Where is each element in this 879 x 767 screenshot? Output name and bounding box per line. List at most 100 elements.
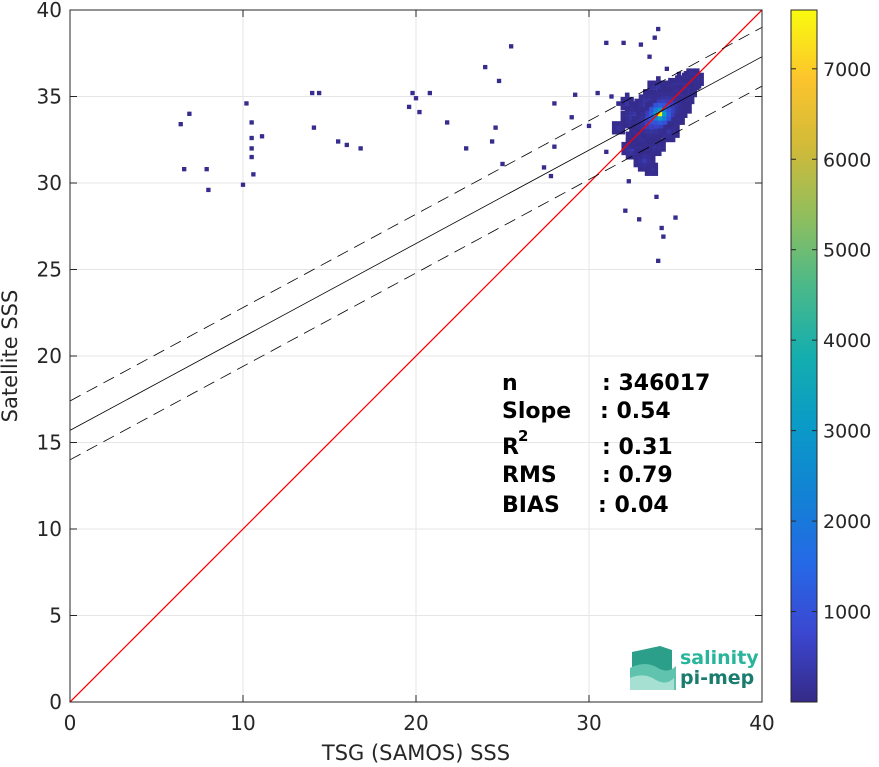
density-cell xyxy=(650,154,656,159)
density-cell xyxy=(656,80,661,86)
density-cell xyxy=(646,162,652,168)
density-cell xyxy=(645,119,651,125)
density-cell xyxy=(669,117,674,123)
density-cell xyxy=(611,121,617,126)
density-cell xyxy=(620,105,626,111)
density-cell xyxy=(677,113,683,118)
density-cell xyxy=(631,120,637,125)
density-cell xyxy=(681,77,686,83)
density-cell xyxy=(689,82,695,87)
stat-bias-key: BIAS xyxy=(502,493,560,518)
density-cell xyxy=(652,141,658,147)
density-cell xyxy=(616,101,621,106)
scatter-cell xyxy=(249,135,254,141)
density-cell xyxy=(635,133,640,138)
density-cell xyxy=(629,115,634,120)
density-cell xyxy=(678,93,684,99)
colorbar-tick-label: 5000 xyxy=(823,240,871,262)
density-cell xyxy=(647,144,653,150)
density-cell xyxy=(673,104,678,110)
scatter-cell xyxy=(595,90,600,96)
density-cell xyxy=(638,94,644,99)
density-cell xyxy=(624,115,630,120)
regression-upper-bound xyxy=(70,26,762,402)
density-cell xyxy=(669,108,675,113)
density-cell xyxy=(643,141,649,147)
colorbar xyxy=(791,10,817,702)
density-cell xyxy=(637,166,643,172)
density-cell xyxy=(644,133,650,138)
y-tick-label: 35 xyxy=(37,85,62,109)
density-cell xyxy=(699,81,704,86)
density-cell xyxy=(616,121,621,126)
scatter-cell xyxy=(638,42,644,47)
density-cell xyxy=(653,171,659,176)
density-cell xyxy=(652,151,658,157)
density-cell xyxy=(649,107,654,112)
density-cell xyxy=(629,106,634,112)
y-tick-label: 5 xyxy=(49,604,62,628)
density-cell xyxy=(687,109,692,114)
scatter-cell xyxy=(609,94,614,99)
density-cell xyxy=(653,107,659,112)
density-cell xyxy=(692,79,697,85)
y-axis-label: Satellite SSS xyxy=(0,290,22,423)
scatter-cell xyxy=(251,172,256,177)
density-cell xyxy=(666,111,672,117)
density-cell xyxy=(682,93,688,99)
density-cell xyxy=(653,166,659,172)
fit-lines xyxy=(70,10,762,702)
density-cell xyxy=(680,115,685,121)
density-cell xyxy=(620,125,626,131)
density-cell xyxy=(661,138,666,144)
density-cell xyxy=(682,97,688,103)
density-cell xyxy=(662,128,667,134)
density-cell xyxy=(635,141,640,147)
density-cell xyxy=(662,102,667,108)
density-cell xyxy=(647,104,653,110)
density-cell xyxy=(661,142,666,148)
density-cell xyxy=(675,115,681,121)
density-cell xyxy=(630,140,635,145)
density-cell xyxy=(662,133,667,138)
scatter-cell xyxy=(358,146,363,151)
stat-rms-key: RMS xyxy=(502,463,557,488)
scatter-cell xyxy=(500,161,505,167)
scatter-cell xyxy=(413,96,419,101)
density-cell xyxy=(670,133,676,138)
density-cell xyxy=(678,84,684,90)
density-cell xyxy=(661,99,666,105)
regression-lower-bound xyxy=(70,85,762,461)
scatter-cell xyxy=(344,142,349,148)
identity-line xyxy=(70,10,762,702)
density-cell xyxy=(689,90,695,96)
density-cell xyxy=(642,166,647,172)
density-cell xyxy=(653,115,659,121)
density-cell xyxy=(685,99,691,105)
x-ticks: 0 10 20 30 40 xyxy=(64,10,775,735)
density-cell xyxy=(685,103,691,109)
density-cell xyxy=(657,102,663,108)
density-cell xyxy=(689,99,695,105)
density-cell xyxy=(649,111,654,117)
density-cell xyxy=(642,162,647,168)
density-cell xyxy=(629,110,634,116)
density-cell xyxy=(656,84,661,90)
x-tick-label: 10 xyxy=(230,711,255,735)
colorbar-ticks: 1000 2000 3000 4000 5000 6000 7000 xyxy=(791,59,871,624)
density-cell xyxy=(624,106,630,112)
density-cell xyxy=(640,115,646,121)
density-cell xyxy=(644,171,650,176)
density-cell xyxy=(669,100,674,106)
density-cell xyxy=(625,154,631,160)
x-tick-label: 20 xyxy=(403,711,428,735)
density-cell xyxy=(636,128,641,134)
density-cell xyxy=(670,124,676,130)
density-cell xyxy=(672,77,678,83)
density-cell xyxy=(644,128,650,134)
scatter-cell xyxy=(311,125,317,130)
density-cell xyxy=(671,120,677,125)
density-cell xyxy=(677,109,683,114)
density-cell xyxy=(656,151,662,157)
density-cell xyxy=(645,115,651,120)
